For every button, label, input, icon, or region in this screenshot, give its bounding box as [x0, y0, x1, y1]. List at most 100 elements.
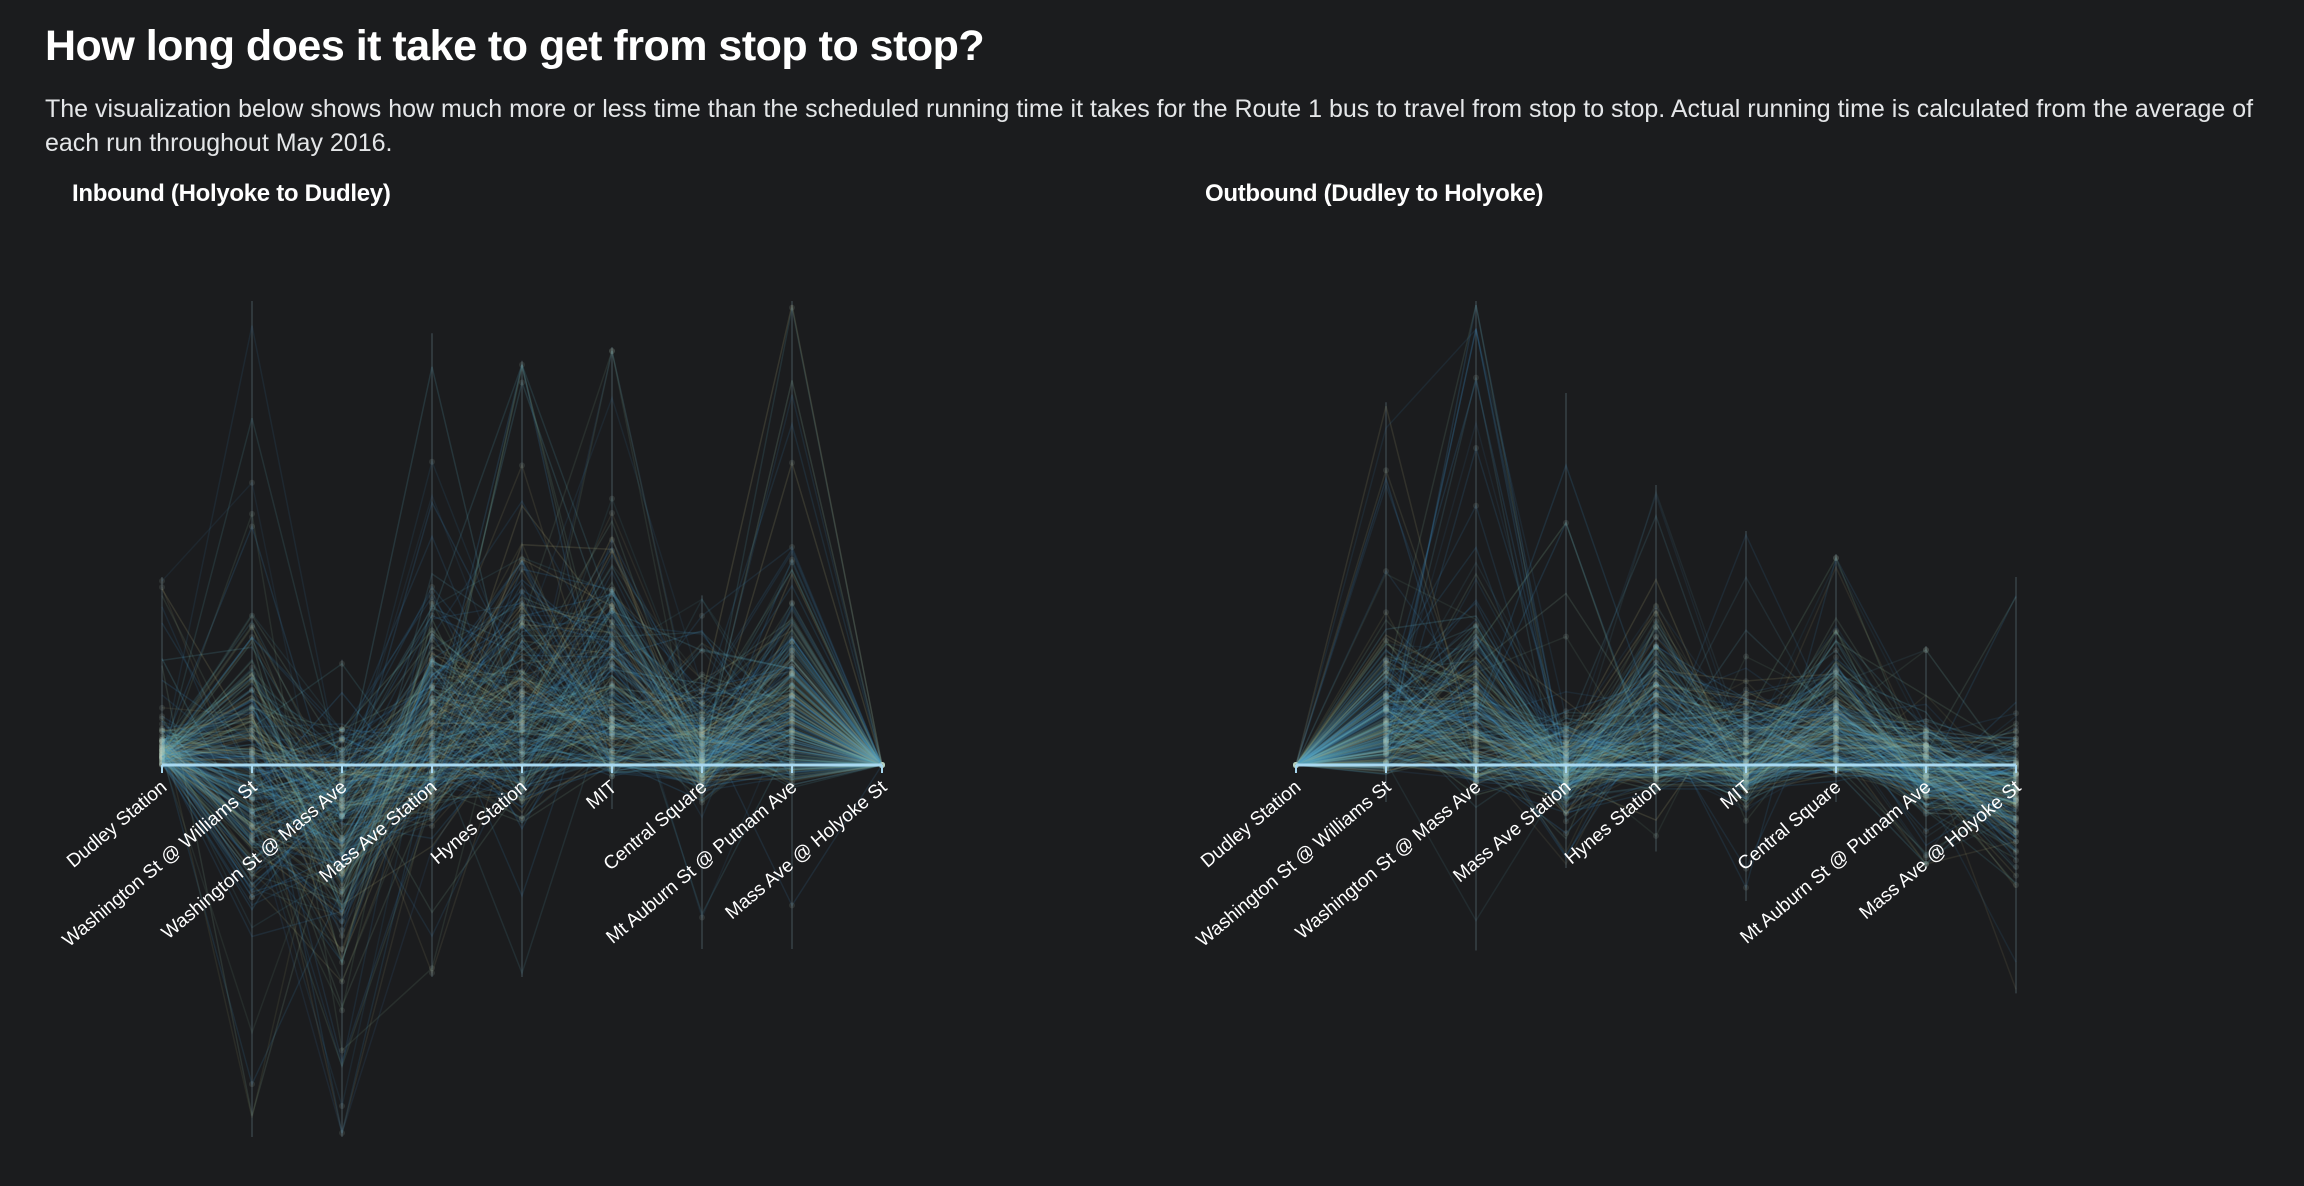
run-line [1295, 675, 2017, 769]
run-line [161, 646, 883, 802]
run-line [161, 604, 883, 819]
run-line [161, 620, 883, 914]
run-point [1383, 732, 1389, 739]
run-line [1295, 695, 2017, 836]
run-line [161, 663, 883, 818]
run-line [1295, 304, 2017, 804]
run-point [1923, 744, 1929, 751]
run-point [789, 738, 795, 745]
run-point [1653, 671, 1659, 678]
run-line [1295, 619, 2017, 836]
run-point [249, 808, 255, 815]
run-line [161, 714, 883, 801]
run-point [789, 635, 795, 642]
run-point [2013, 770, 2019, 777]
run-line [161, 694, 883, 807]
run-point [1653, 788, 1659, 795]
run-line [161, 637, 883, 820]
run-point [2013, 827, 2019, 834]
run-point [339, 918, 345, 925]
run-point [1473, 724, 1479, 731]
run-line [161, 636, 883, 766]
run-point [159, 758, 165, 765]
run-point [609, 608, 615, 615]
run-point [429, 792, 435, 799]
run-point [1473, 733, 1479, 740]
run-point [1473, 698, 1479, 705]
run-point [1383, 751, 1389, 758]
tick-label: Mass Ave @ Holyoke St [722, 776, 892, 924]
run-line [161, 671, 883, 941]
run-point [2013, 857, 2019, 864]
run-point [519, 794, 525, 801]
run-point [2013, 757, 2019, 764]
run-point [1383, 708, 1389, 715]
run-point [1473, 729, 1479, 736]
run-line [161, 609, 883, 818]
run-point [249, 787, 255, 794]
run-point [159, 736, 165, 743]
run-point [249, 634, 255, 641]
run-point [789, 710, 795, 717]
run-point [429, 718, 435, 725]
run-point [609, 603, 615, 610]
run-line [1295, 701, 2017, 840]
run-line [161, 615, 883, 791]
run-line [1295, 555, 2017, 890]
run-point [1653, 741, 1659, 748]
run-line [161, 638, 883, 874]
run-point [159, 752, 165, 759]
run-line [161, 671, 883, 799]
run-point [249, 712, 255, 719]
run-point [2013, 792, 2019, 799]
run-line [161, 665, 883, 833]
run-line [161, 524, 883, 826]
run-point [339, 851, 345, 858]
run-point [609, 716, 615, 723]
run-point [1563, 789, 1569, 796]
run-point [159, 757, 165, 764]
run-point [429, 695, 435, 702]
run-point [429, 756, 435, 763]
run-line [1295, 646, 2017, 866]
run-point [609, 737, 615, 744]
run-line [161, 649, 883, 856]
run-point [1743, 756, 1749, 763]
run-point [1833, 729, 1839, 736]
run-point [1923, 861, 1929, 867]
run-line [161, 699, 883, 911]
run-point [339, 867, 345, 874]
run-point [609, 717, 615, 724]
run-line [161, 537, 883, 907]
run-line [161, 379, 883, 816]
run-point [519, 815, 525, 822]
run-point [1833, 722, 1839, 729]
run-point [1923, 787, 1929, 794]
run-point [1473, 756, 1479, 763]
run-line [161, 659, 883, 811]
run-line [1295, 599, 2017, 766]
run-point [1473, 746, 1479, 753]
run-point [429, 784, 435, 791]
run-point [699, 756, 705, 763]
run-point [1473, 735, 1479, 742]
run-point [249, 824, 255, 831]
run-point [609, 721, 615, 728]
run-line [161, 395, 883, 837]
run-line [1295, 649, 2017, 776]
run-point [159, 742, 165, 749]
run-point [2013, 742, 2019, 749]
run-point [1383, 740, 1389, 747]
run-point [1923, 733, 1929, 740]
run-point [1833, 704, 1839, 711]
run-line [161, 463, 883, 878]
run-point [339, 813, 345, 820]
run-point [159, 758, 165, 765]
run-point [1473, 751, 1479, 758]
run-point [249, 784, 255, 791]
run-point [159, 720, 165, 727]
run-line [1295, 718, 2017, 817]
run-point [519, 619, 525, 626]
run-point [1563, 777, 1569, 784]
run-line [1295, 631, 2017, 800]
